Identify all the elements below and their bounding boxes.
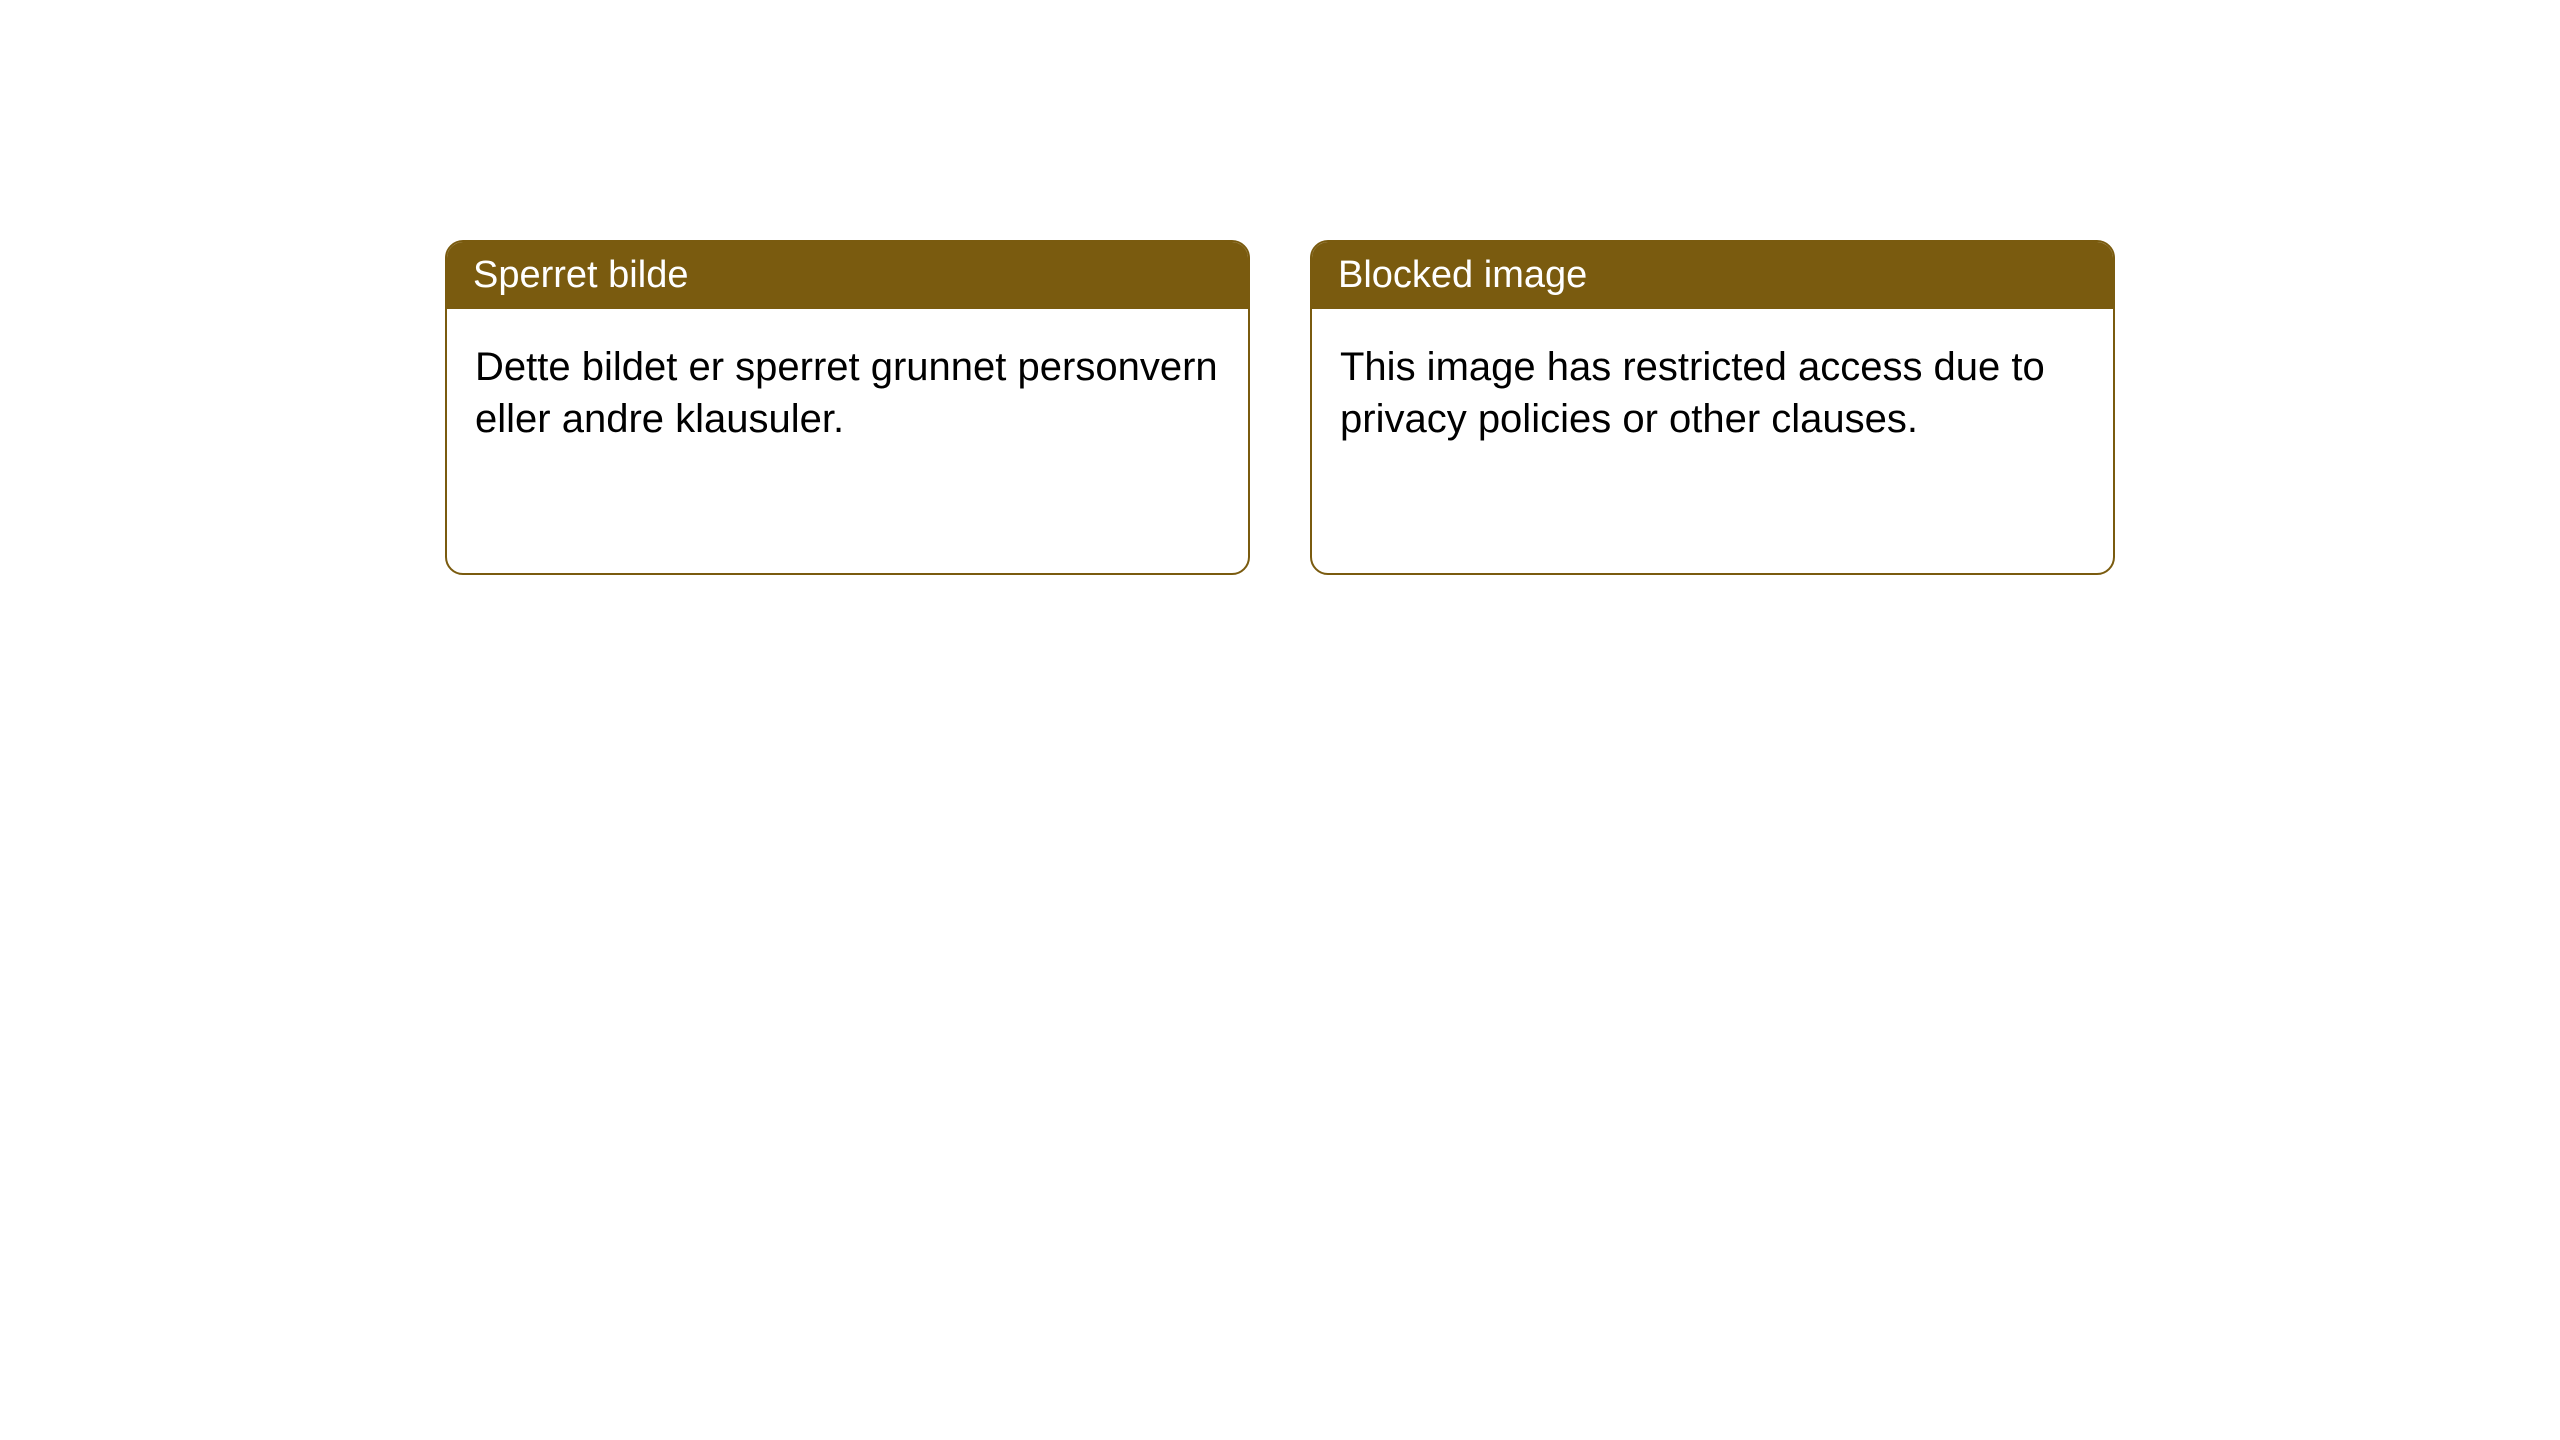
card-title: Sperret bilde bbox=[473, 254, 688, 296]
card-body: Dette bildet er sperret grunnet personve… bbox=[447, 309, 1248, 477]
card-title: Blocked image bbox=[1338, 254, 1587, 296]
card-body-text: This image has restricted access due to … bbox=[1340, 345, 2045, 441]
card-header: Sperret bilde bbox=[447, 242, 1248, 309]
notice-card-english: Blocked image This image has restricted … bbox=[1310, 240, 2115, 575]
card-body: This image has restricted access due to … bbox=[1312, 309, 2113, 477]
notice-cards-container: Sperret bilde Dette bildet er sperret gr… bbox=[445, 240, 2115, 575]
card-header: Blocked image bbox=[1312, 242, 2113, 309]
notice-card-norwegian: Sperret bilde Dette bildet er sperret gr… bbox=[445, 240, 1250, 575]
card-body-text: Dette bildet er sperret grunnet personve… bbox=[475, 345, 1218, 441]
